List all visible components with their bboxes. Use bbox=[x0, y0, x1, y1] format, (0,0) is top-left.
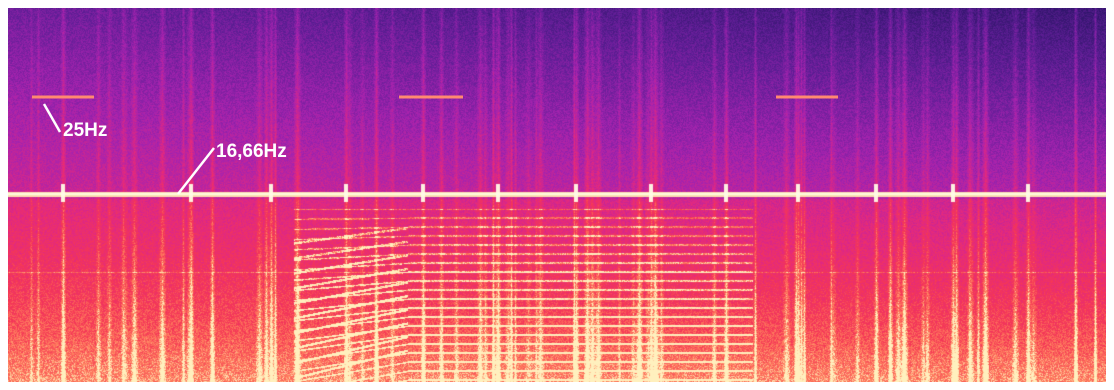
leader-25hz bbox=[42, 103, 62, 133]
annotation-16-66hz: 16,66Hz bbox=[216, 141, 287, 162]
annotation-layer bbox=[32, 95, 838, 195]
spectrogram-panel: 25Hz 16,66Hz bbox=[8, 8, 1106, 382]
annotation-25hz: 25Hz bbox=[63, 120, 108, 141]
spectrogram-canvas bbox=[8, 8, 1106, 382]
leader-1666hz bbox=[177, 147, 215, 195]
